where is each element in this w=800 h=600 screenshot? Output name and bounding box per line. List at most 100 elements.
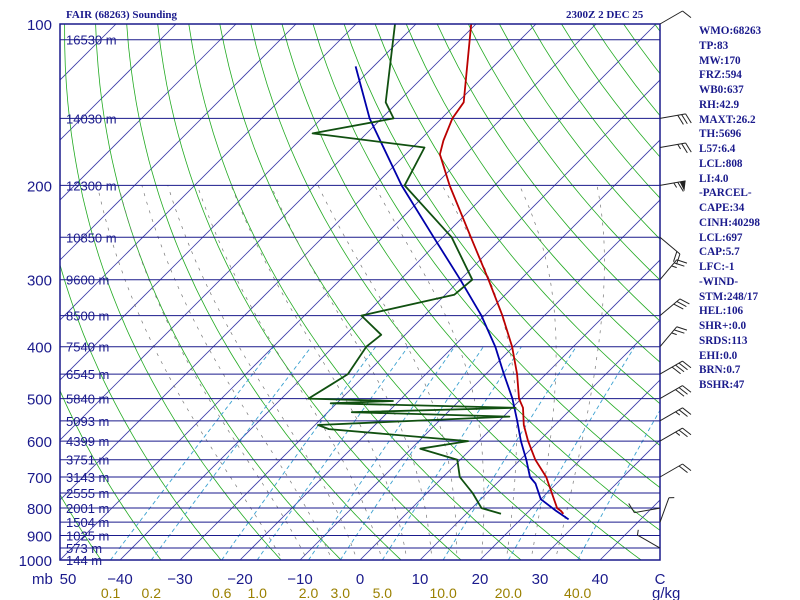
stat-line: STM:248/17 <box>699 290 759 303</box>
pressure-tick-label: 700 <box>27 470 52 487</box>
mixing-ratio-line <box>150 346 312 560</box>
mixing-ratio-line <box>442 346 577 560</box>
moist-adiabat-line <box>118 185 308 560</box>
stat-line: FRZ:594 <box>699 69 742 82</box>
stat-line: SRDS:113 <box>699 334 748 347</box>
pressure-tick-label: 100 <box>27 17 52 34</box>
temperature-tick-label: 10 <box>412 571 429 588</box>
isotherm-line <box>60 24 417 381</box>
dry-adiabat-line <box>312 24 660 489</box>
mixing-ratio-label: 0.6 <box>212 585 232 600</box>
wind-barbs <box>628 10 692 549</box>
wind-barb <box>659 142 692 154</box>
mixing-ratio-label: 1.0 <box>247 585 267 600</box>
height-level-label: 10850 m <box>66 230 117 245</box>
dry-adiabat-line <box>126 24 402 560</box>
mixing-ratio-line <box>308 346 455 560</box>
wind-barb <box>659 10 692 25</box>
height-level-label: 14030 m <box>66 111 117 126</box>
height-level-label: 6545 m <box>66 367 109 382</box>
isotherm-line <box>119 24 657 560</box>
wind-barb <box>636 529 661 549</box>
mixing-ratio-label: 0.1 <box>101 585 121 600</box>
isotherm-line <box>539 439 660 560</box>
moist-adiabat-line <box>519 185 557 560</box>
wind-barb <box>659 427 692 442</box>
pressure-unit-label: mb <box>32 571 53 588</box>
height-level-label: 1025 m <box>66 528 109 543</box>
height-level-label: 144 m <box>66 553 102 568</box>
stat-line: BRN:0.7 <box>699 364 741 377</box>
isotherm-line <box>479 379 660 560</box>
height-level-label: 16530 m <box>66 33 117 48</box>
temperature-tick-label: 20 <box>472 571 489 588</box>
isobars <box>60 23 660 561</box>
moist-adiabat-line <box>167 185 358 560</box>
isotherm-line <box>299 199 660 560</box>
stat-line: LI:4.0 <box>699 172 729 185</box>
dry-adiabat-line <box>467 24 660 281</box>
stat-line: -WIND- <box>699 275 739 288</box>
stat-line: -PARCEL- <box>699 187 752 200</box>
stat-line: MAXT:26.2 <box>699 113 756 126</box>
stat-line: BSHR:47 <box>699 379 745 391</box>
temperature-tick-label: −30 <box>167 571 192 588</box>
temperature-tick-label: 50 <box>60 571 77 588</box>
moist-adiabat-line <box>141 185 333 560</box>
isotherm-line <box>179 79 660 560</box>
wind-barb <box>659 385 692 400</box>
mixing-ratio-label: 2.0 <box>299 585 319 600</box>
pressure-tick-label: 800 <box>27 501 52 518</box>
wind-barb <box>659 113 692 125</box>
dry-adiabat-line <box>60 389 162 560</box>
dry-adiabat-line <box>157 24 462 560</box>
stat-line: L57:6.4 <box>699 143 736 155</box>
wind-barb <box>659 298 690 316</box>
temperature-tick-label: 30 <box>532 571 549 588</box>
height-level-label: 3751 m <box>66 453 109 468</box>
temperature-trace <box>438 24 565 515</box>
isotherm-line <box>60 24 297 261</box>
dry-adiabat-line <box>436 24 660 322</box>
pressure-tick-label: 300 <box>27 273 52 290</box>
dry-adiabat-line <box>60 493 102 560</box>
dry-adiabat-line <box>188 24 522 560</box>
temperature-tick-label: −10 <box>287 571 312 588</box>
stat-line: SHR+:0.0 <box>699 320 747 332</box>
isotherm-line <box>419 319 660 560</box>
pressure-tick-label: 900 <box>27 528 52 545</box>
stat-line: TH:5696 <box>699 128 742 141</box>
isotherm-line <box>60 24 357 321</box>
dry-adiabat-line <box>60 263 222 560</box>
height-level-label: 4399 m <box>66 434 109 449</box>
wind-barb <box>659 407 692 422</box>
stat-line: TP:83 <box>699 39 729 52</box>
mixing-ratio-label: 5.0 <box>373 585 393 600</box>
wind-barb <box>659 326 688 348</box>
mixing-ratio-label: 10.0 <box>429 585 456 600</box>
dry-adiabat-line <box>64 24 282 560</box>
stat-line: HEL:106 <box>699 305 744 318</box>
stat-line: WB0:637 <box>699 84 744 96</box>
isotherm-line <box>60 24 237 201</box>
mixing-ratio-line <box>577 409 660 560</box>
dry-adiabat-line <box>405 24 660 363</box>
stat-line: EHI:0.0 <box>699 349 738 362</box>
isotherm-line <box>239 139 660 560</box>
mixing-ratio-label: 3.0 <box>331 585 351 600</box>
wind-barb <box>659 497 675 523</box>
stat-line: CAPE:34 <box>699 202 745 214</box>
height-level-label: 2001 m <box>66 501 109 516</box>
isotherm-line <box>60 24 537 501</box>
moist-adiabat-line <box>230 185 408 560</box>
stat-line: MW:170 <box>699 54 741 67</box>
isotherm-line <box>60 24 477 441</box>
height-level-label: 7540 m <box>66 340 109 355</box>
temperature-tick-label: −20 <box>227 571 252 588</box>
mixing-ratio-label: 0.2 <box>142 585 162 600</box>
moist-adiabat-line <box>196 185 383 560</box>
pressure-tick-label: 400 <box>27 340 52 357</box>
dry-adiabat-line <box>374 24 660 405</box>
height-level-label: 3143 m <box>66 470 109 485</box>
